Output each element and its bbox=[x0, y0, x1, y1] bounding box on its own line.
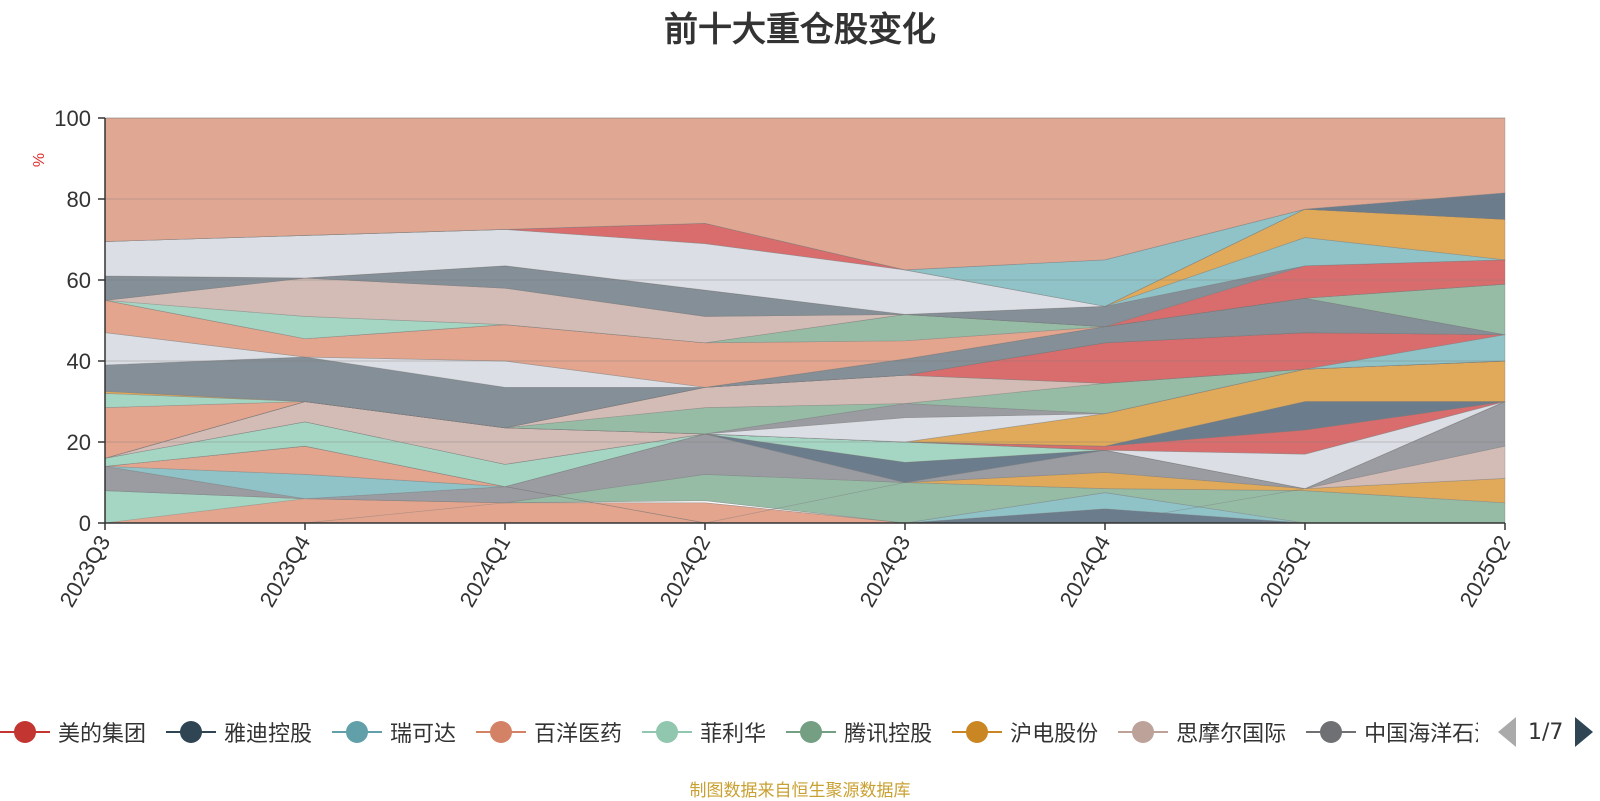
legend-swatch-icon bbox=[952, 717, 1003, 747]
legend-label: 思摩尔国际 bbox=[1176, 722, 1287, 747]
area-band-37 bbox=[104, 208, 1506, 315]
area-band-8 bbox=[104, 400, 1506, 504]
legend-item[interactable]: 沪电股份 bbox=[952, 716, 1098, 748]
legend-pager: 1/7 bbox=[1498, 712, 1594, 752]
y-tick-label: 60 bbox=[67, 268, 91, 293]
legend-swatch-icon bbox=[1306, 717, 1357, 747]
area-band-10 bbox=[104, 445, 1505, 524]
legend-item[interactable]: 中国海洋石油 bbox=[1306, 716, 1478, 748]
legend-swatch-icon bbox=[0, 717, 50, 747]
area-band-31 bbox=[104, 283, 1506, 344]
x-tick-label: 2024Q3 bbox=[855, 531, 916, 611]
x-tick-label: 2025Q2 bbox=[1455, 531, 1516, 611]
x-tick-label: 2024Q2 bbox=[655, 531, 716, 611]
legend-label: 腾讯控股 bbox=[844, 722, 933, 747]
area-band-5 bbox=[104, 474, 1506, 524]
area-bands bbox=[104, 117, 1506, 524]
legend-item[interactable]: 瑞可达 bbox=[332, 716, 456, 748]
legend-page-indicator: 1/7 bbox=[1528, 719, 1564, 745]
legend-items-viewport: 美的集团 雅迪控股 瑞可达 百洋医药 菲利华 腾讯控股 沪电股份 思摩尔国际 中国海洋石油 bbox=[0, 712, 1478, 752]
legend-label: 雅迪控股 bbox=[224, 722, 313, 747]
legend-label: 瑞可达 bbox=[390, 722, 457, 747]
gridlines bbox=[105, 117, 1505, 443]
x-tick-label: 2024Q4 bbox=[1055, 531, 1116, 611]
legend-item[interactable]: 美的集团 bbox=[0, 716, 146, 748]
legend-label: 菲利华 bbox=[700, 722, 767, 747]
area-band-18 bbox=[104, 360, 1506, 459]
data-source-note: 制图数据来自恒生聚源数据库 bbox=[689, 781, 911, 801]
legend-item[interactable]: 雅迪控股 bbox=[166, 716, 312, 748]
legend-row: 美的集团 雅迪控股 瑞可达 百洋医药 菲利华 腾讯控股 沪电股份 思摩尔国际 中国海洋石油 bbox=[0, 712, 1478, 752]
legend-prev-icon[interactable] bbox=[1498, 717, 1516, 747]
x-tick-label: 2023Q3 bbox=[55, 531, 116, 611]
area-band-9 bbox=[104, 465, 1505, 524]
legend-swatch-icon bbox=[786, 717, 837, 747]
legend-item[interactable]: 思摩尔国际 bbox=[1118, 716, 1286, 748]
legend-swatch-icon bbox=[332, 717, 383, 747]
legend-item[interactable]: 腾讯控股 bbox=[786, 716, 932, 748]
y-axis-unit: % bbox=[31, 153, 48, 167]
legend-label: 美的集团 bbox=[58, 722, 147, 747]
x-tick-label: 2024Q1 bbox=[455, 531, 516, 611]
y-tick-label: 80 bbox=[67, 187, 91, 212]
x-tick-label: 2025Q1 bbox=[1255, 531, 1316, 611]
legend-item[interactable]: 百洋医药 bbox=[476, 716, 622, 748]
legend-label: 沪电股份 bbox=[1010, 722, 1099, 747]
area-band-42 bbox=[104, 117, 1506, 271]
legend-swatch-icon bbox=[166, 717, 217, 747]
legend-next-icon[interactable] bbox=[1575, 717, 1594, 747]
y-tick-label: 0 bbox=[79, 511, 91, 536]
x-tick-label: 2023Q4 bbox=[255, 531, 316, 611]
legend-swatch-icon bbox=[476, 717, 527, 747]
y-tick-label: 20 bbox=[67, 430, 91, 455]
chart-title: 前十大重仓股变化 bbox=[664, 10, 936, 50]
legend-swatch-icon bbox=[1118, 717, 1169, 747]
legend: 美的集团 雅迪控股 瑞可达 百洋医药 菲利华 腾讯控股 沪电股份 思摩尔国际 中国海洋石油 1/… bbox=[0, 712, 1600, 752]
legend-swatch-icon bbox=[642, 717, 693, 747]
area-band-41 bbox=[104, 192, 1506, 271]
y-tick-label: 40 bbox=[67, 349, 91, 374]
legend-label: 中国海洋石油 bbox=[1364, 722, 1478, 747]
legend-item[interactable]: 菲利华 bbox=[642, 716, 766, 748]
area-band-2 bbox=[105, 500, 1505, 524]
legend-label: 百洋医药 bbox=[534, 722, 623, 747]
y-tick-label: 100 bbox=[54, 106, 91, 131]
